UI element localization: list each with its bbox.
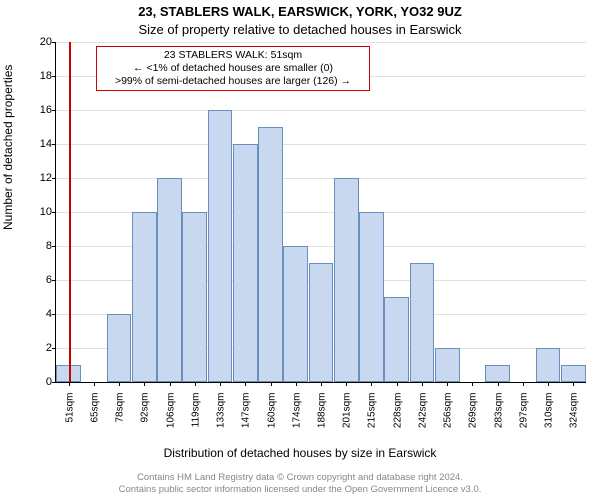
y-tick-label: 2 (46, 342, 56, 354)
x-tickmark (548, 382, 549, 386)
x-tick-label: 269sqm (466, 393, 479, 429)
y-tick-label: 18 (40, 70, 56, 82)
y-tick-label: 20 (40, 36, 56, 48)
bar (258, 127, 283, 382)
bar (107, 314, 132, 382)
x-tick-label: 174sqm (289, 393, 302, 429)
annotation-line3: >99% of semi-detached houses are larger … (102, 75, 364, 88)
x-tickmark (523, 382, 524, 386)
bar (384, 297, 409, 382)
bar (309, 263, 334, 382)
x-tickmark (170, 382, 171, 386)
x-tick-label: 242sqm (415, 393, 428, 429)
chart-plot-area: 0246810121416182051sqm65sqm78sqm92sqm106… (55, 42, 586, 383)
y-tick-label: 10 (40, 206, 56, 218)
x-tick-label: 324sqm (567, 393, 580, 429)
bar (182, 212, 207, 382)
annotation-line1: 23 STABLERS WALK: 51sqm (102, 49, 364, 62)
x-tick-label: 228sqm (390, 393, 403, 429)
x-tickmark (195, 382, 196, 386)
x-tickmark (245, 382, 246, 386)
x-tickmark (498, 382, 499, 386)
y-tick-label: 14 (40, 138, 56, 150)
x-tickmark (346, 382, 347, 386)
chart-title-sub: Size of property relative to detached ho… (0, 22, 600, 37)
x-tickmark (422, 382, 423, 386)
footer-line1: Contains HM Land Registry data © Crown c… (0, 472, 600, 484)
gridline (56, 178, 586, 179)
x-tick-label: 188sqm (315, 393, 328, 429)
bar (359, 212, 384, 382)
x-tick-label: 78sqm (113, 393, 126, 423)
x-tickmark (69, 382, 70, 386)
x-tick-label: 201sqm (340, 393, 353, 429)
x-tickmark (220, 382, 221, 386)
x-tick-label: 92sqm (138, 393, 151, 423)
y-tick-label: 0 (46, 376, 56, 388)
y-tick-label: 4 (46, 308, 56, 320)
bar (485, 365, 510, 382)
x-tick-label: 215sqm (365, 393, 378, 429)
x-tick-label: 119sqm (188, 393, 201, 428)
chart-title-main: 23, STABLERS WALK, EARSWICK, YORK, YO32 … (0, 4, 600, 19)
y-tick-label: 6 (46, 274, 56, 286)
bar (410, 263, 435, 382)
x-tickmark (397, 382, 398, 386)
bar (435, 348, 460, 382)
x-tick-label: 106sqm (163, 393, 176, 429)
x-tick-label: 256sqm (441, 393, 454, 429)
bar (283, 246, 308, 382)
bar (157, 178, 182, 382)
y-axis-label: Number of detached properties (1, 65, 15, 230)
bar (233, 144, 258, 382)
x-tick-label: 160sqm (264, 393, 277, 429)
x-tickmark (296, 382, 297, 386)
footer: Contains HM Land Registry data © Crown c… (0, 472, 600, 496)
footer-line2: Contains public sector information licen… (0, 484, 600, 496)
bar (208, 110, 233, 382)
x-tickmark (321, 382, 322, 386)
annotation-line2: ← <1% of detached houses are smaller (0) (102, 62, 364, 75)
marker-line (69, 42, 71, 382)
x-tickmark (144, 382, 145, 386)
x-tick-label: 297sqm (516, 393, 529, 429)
gridline (56, 110, 586, 111)
y-tick-label: 16 (40, 104, 56, 116)
x-tickmark (119, 382, 120, 386)
bar (536, 348, 561, 382)
x-tick-label: 283sqm (491, 393, 504, 429)
x-tick-label: 65sqm (87, 393, 100, 423)
x-tickmark (371, 382, 372, 386)
gridline (56, 42, 586, 43)
x-tickmark (573, 382, 574, 386)
x-tickmark (271, 382, 272, 386)
y-tick-label: 12 (40, 172, 56, 184)
bar (561, 365, 586, 382)
x-tickmark (472, 382, 473, 386)
gridline (56, 144, 586, 145)
x-tickmark (94, 382, 95, 386)
x-tick-label: 147sqm (239, 393, 252, 429)
x-tick-label: 133sqm (214, 393, 227, 429)
annotation-box: 23 STABLERS WALK: 51sqm ← <1% of detache… (96, 46, 370, 91)
bar (132, 212, 157, 382)
x-tick-label: 310sqm (542, 393, 555, 429)
x-tick-label: 51sqm (62, 393, 75, 423)
x-tickmark (447, 382, 448, 386)
x-axis-label: Distribution of detached houses by size … (0, 446, 600, 460)
bar (334, 178, 359, 382)
y-tick-label: 8 (46, 240, 56, 252)
